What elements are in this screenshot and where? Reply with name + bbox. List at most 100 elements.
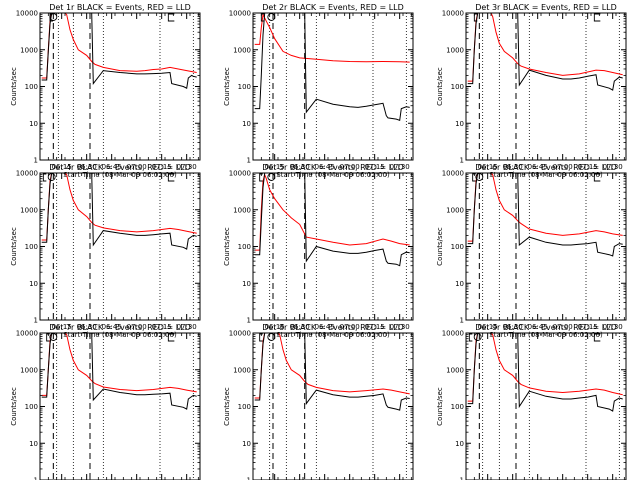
y-tick-label: 100: [451, 83, 464, 91]
series-group: [254, 13, 410, 121]
series-group: [467, 333, 623, 412]
x-tick-label: 07:30: [177, 163, 197, 171]
state-marker-e: [593, 333, 601, 342]
y-axis-label: Counts/sec: [10, 67, 18, 106]
lld-series-line: [254, 173, 410, 251]
panel-det-9: Det 9r BLACK = Events, RED = LLD 1 10 100 10…: [436, 323, 627, 480]
state-marker-s: [46, 333, 50, 342]
y-tick-label: 10000: [442, 10, 464, 18]
y-tick-label: 100: [25, 403, 38, 411]
panel-det-4: Det 4r BLACK = Events, RED = LLD 1 10 100 10…: [10, 163, 201, 339]
x-axis-label: Start Time (08-Mar-09 06:02:00): [63, 331, 177, 339]
y-tick-label: 1000: [446, 366, 464, 374]
plot-frame: [252, 332, 414, 480]
x-axis-label: Start Time (08-Mar-09 06:02:00): [276, 171, 390, 179]
series-group: [467, 173, 623, 257]
x-tick-label: 06:30: [290, 323, 310, 331]
y-tick-label: 10: [29, 440, 38, 448]
panel-title: Det 5r BLACK = Events, RED = LLD: [262, 163, 404, 172]
x-axis-label: Start Time (08-Mar-09 06:02:00): [489, 171, 603, 179]
y-tick-label: 10000: [229, 330, 251, 338]
y-axis-label: Counts/sec: [436, 387, 444, 426]
y-tick-label: 10000: [442, 170, 464, 178]
state-marker-e: [593, 173, 601, 182]
y-tick-label: 1: [34, 317, 38, 325]
y-tick-label: 10000: [229, 10, 251, 18]
state-marker-c: [473, 333, 482, 341]
y-tick-label: 10: [455, 440, 464, 448]
series-group: [254, 173, 410, 267]
x-tick-label: 06:45: [102, 163, 122, 171]
panel-title: Det 7r BLACK = Events, RED = LLD: [49, 323, 191, 332]
y-tick-label: 10000: [229, 170, 251, 178]
panel-det-6: Det 6r BLACK = Events, RED = LLD 1 10 100 10…: [436, 163, 627, 339]
state-marker-s: [260, 13, 265, 22]
y-tick-label: 1: [460, 157, 464, 165]
panel-det-3: Det 3r BLACK = Events, RED = LLD 1 10 100 10…: [436, 3, 627, 179]
state-marker-s: [468, 333, 473, 342]
y-tick-label: 10: [29, 280, 38, 288]
y-tick-label: 10: [242, 280, 251, 288]
y-tick-label: 1000: [233, 206, 251, 214]
panel-title: Det 2r BLACK = Events, RED = LLD: [262, 3, 404, 12]
plot-frame: [252, 172, 414, 321]
state-marker-s: [259, 333, 263, 342]
y-tick-label: 10: [455, 120, 464, 128]
lld-series-line: [467, 13, 623, 82]
x-tick-label: 06:45: [315, 323, 335, 331]
y-tick-label: 10000: [16, 170, 38, 178]
y-tick-label: 1000: [20, 366, 38, 374]
y-tick-label: 10: [455, 280, 464, 288]
events-series-line: [467, 333, 623, 412]
lld-series-line: [41, 13, 197, 79]
x-tick-label: 07:15: [365, 163, 385, 171]
events-series-line: [254, 173, 410, 267]
x-tick-label: 07:15: [152, 323, 172, 331]
panel-det-7: Det 7r BLACK = Events, RED = LLD 1 10 100 10…: [10, 323, 201, 480]
series-group: [41, 13, 197, 89]
y-tick-label: 100: [238, 243, 251, 251]
x-tick-label: 07:15: [152, 163, 172, 171]
y-tick-label: 10: [242, 120, 251, 128]
x-tick-label: 07:30: [390, 323, 410, 331]
y-axis-label: Counts/sec: [10, 387, 18, 426]
panel-det-1: Det 1r BLACK = Events, RED = LLD 1 10 100 10…: [10, 3, 201, 179]
x-tick-label: 06:45: [102, 323, 122, 331]
plot-frame: [39, 172, 201, 321]
state-marker-s: [473, 13, 478, 22]
x-tick-label: 06:30: [503, 163, 523, 171]
y-tick-label: 1000: [233, 46, 251, 54]
y-tick-label: 100: [25, 243, 38, 251]
x-tick-label: 07:00: [553, 163, 573, 171]
x-tick-label: 06:45: [315, 163, 335, 171]
y-axis-label: Counts/sec: [223, 227, 231, 266]
lld-series-line: [467, 173, 623, 242]
x-tick-label: 06:30: [77, 163, 97, 171]
panel-title: Det 1r BLACK = Events, RED = LLD: [49, 3, 191, 12]
state-marker-e: [167, 13, 175, 22]
y-tick-label: 100: [238, 83, 251, 91]
x-tick-label: 07:00: [127, 323, 147, 331]
y-tick-label: 1000: [20, 206, 38, 214]
y-tick-label: 1000: [233, 366, 251, 374]
events-series-line: [41, 13, 197, 89]
y-tick-label: 1: [460, 477, 464, 480]
y-tick-label: 100: [451, 243, 464, 251]
y-axis-label: Counts/sec: [10, 227, 18, 266]
state-marker-s: [259, 173, 263, 182]
events-series-line: [254, 333, 410, 411]
y-tick-label: 10: [29, 120, 38, 128]
y-tick-label: 10000: [442, 330, 464, 338]
x-axis-label: Start Time (08-Mar-09 06:02:00): [276, 331, 390, 339]
x-tick-label: 06:30: [503, 323, 523, 331]
events-series-line: [467, 13, 623, 91]
state-marker-c: [267, 13, 276, 21]
x-tick-label: 07:30: [177, 323, 197, 331]
x-tick-label: 07:15: [578, 163, 598, 171]
x-tick-label: 07:15: [578, 323, 598, 331]
events-series-line: [41, 173, 197, 250]
x-tick-label: 06:15: [265, 323, 285, 331]
y-tick-label: 1: [247, 157, 251, 165]
series-group: [41, 173, 197, 250]
